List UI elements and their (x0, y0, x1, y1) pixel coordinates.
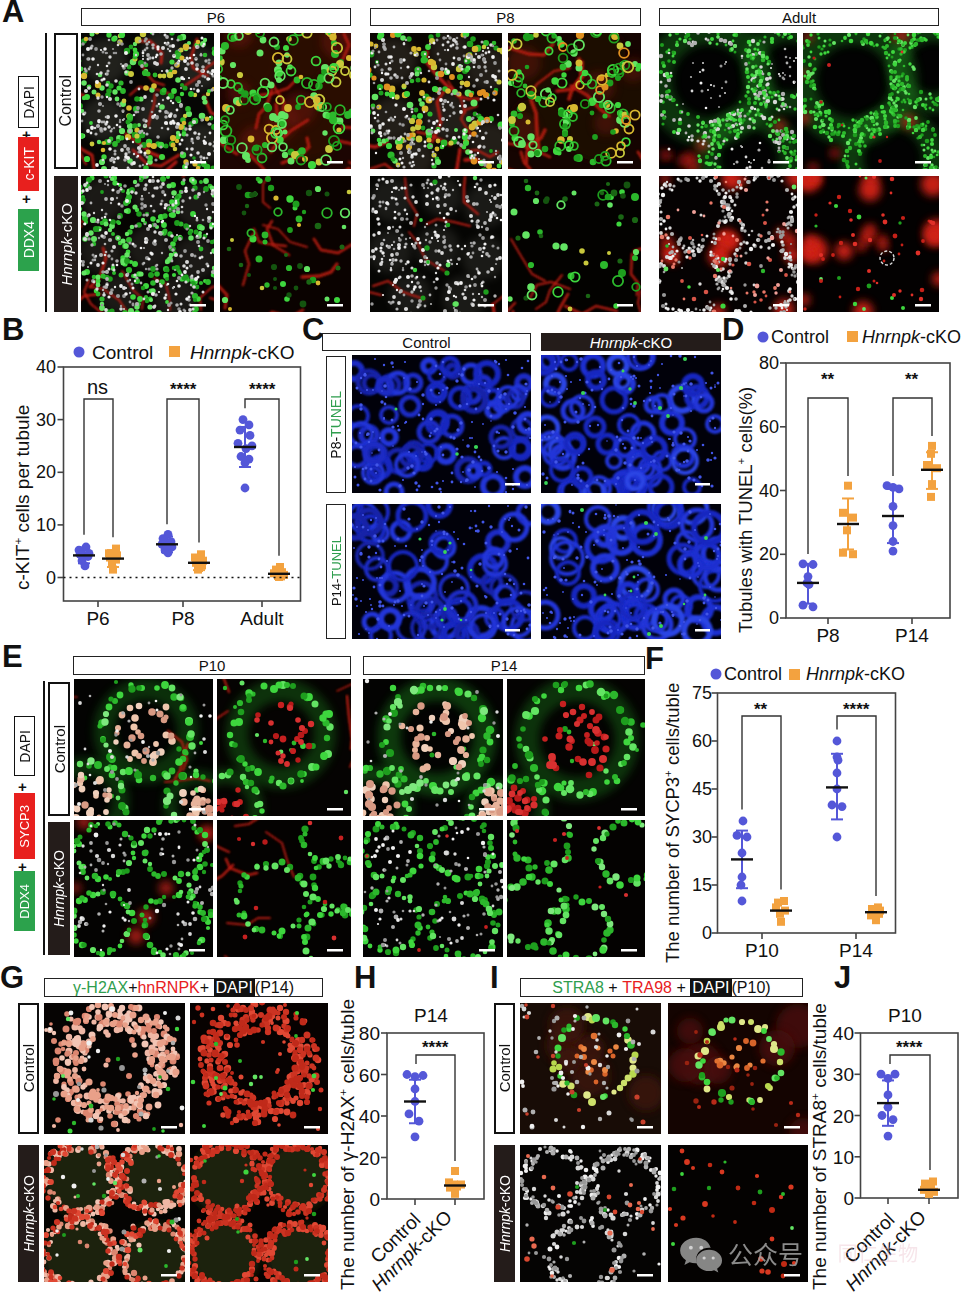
svg-text:公众号: 公众号 (728, 1241, 803, 1269)
svg-text:同仁生物: 同仁生物 (838, 1243, 919, 1265)
